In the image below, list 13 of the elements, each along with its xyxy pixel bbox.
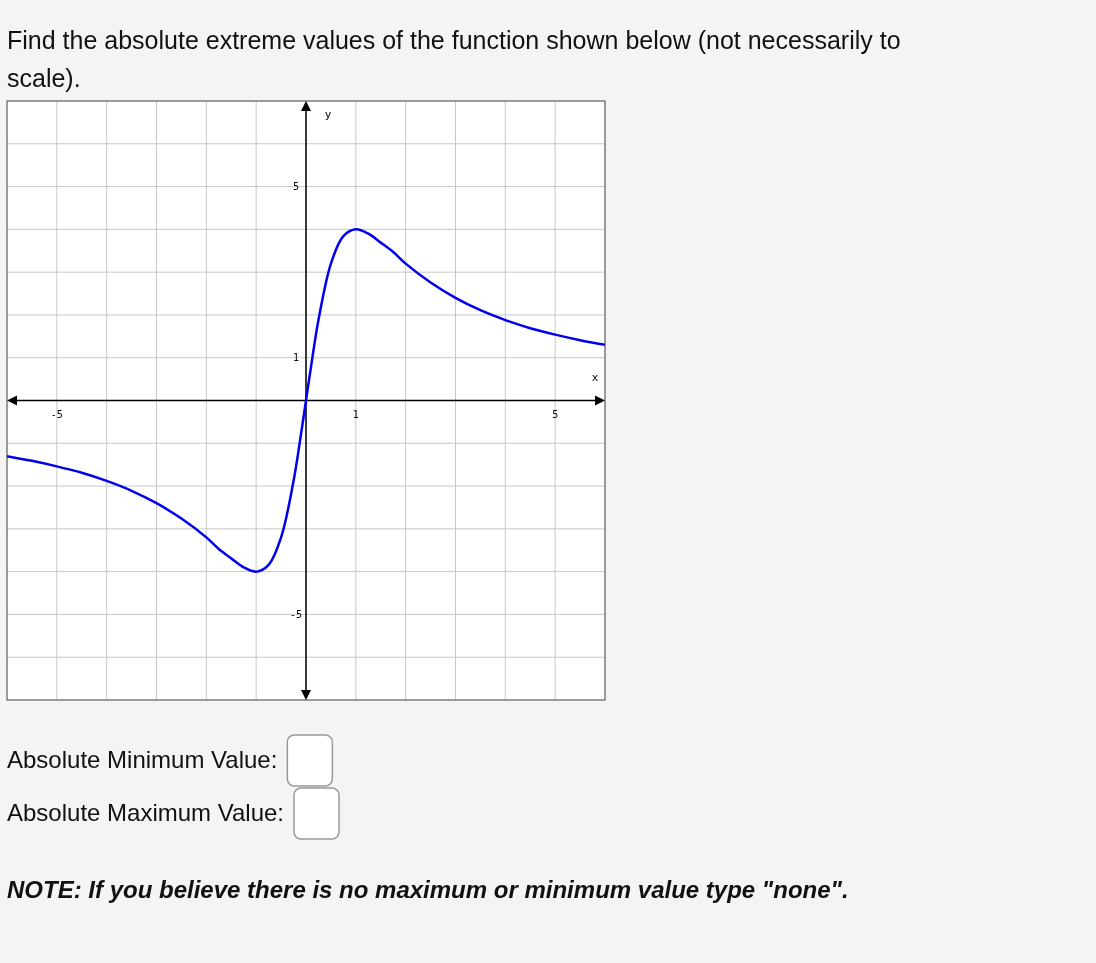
y-tick-label: 5 [292,181,300,193]
text: Absolute Minimum Value: [7,746,278,773]
x-axis-title: x [591,370,599,384]
y-axis-title: y [324,108,332,121]
y-tick-label: 1 [292,352,300,364]
line-series [7,228,605,573]
chart-title: Find the absolute extreme values of the function shown below (not necessarily to scale). [7,26,901,92]
x-tick-label: -5 [50,408,63,420]
text: NOTE: If you believe there is no maximum or minimum value type "none". [7,876,849,903]
x-tick-label: 1 [352,408,359,420]
x-tick-label: 5 [552,408,559,420]
text: Absolute Maximum Value: [7,799,285,826]
y-tick-label: -5 [289,608,303,620]
